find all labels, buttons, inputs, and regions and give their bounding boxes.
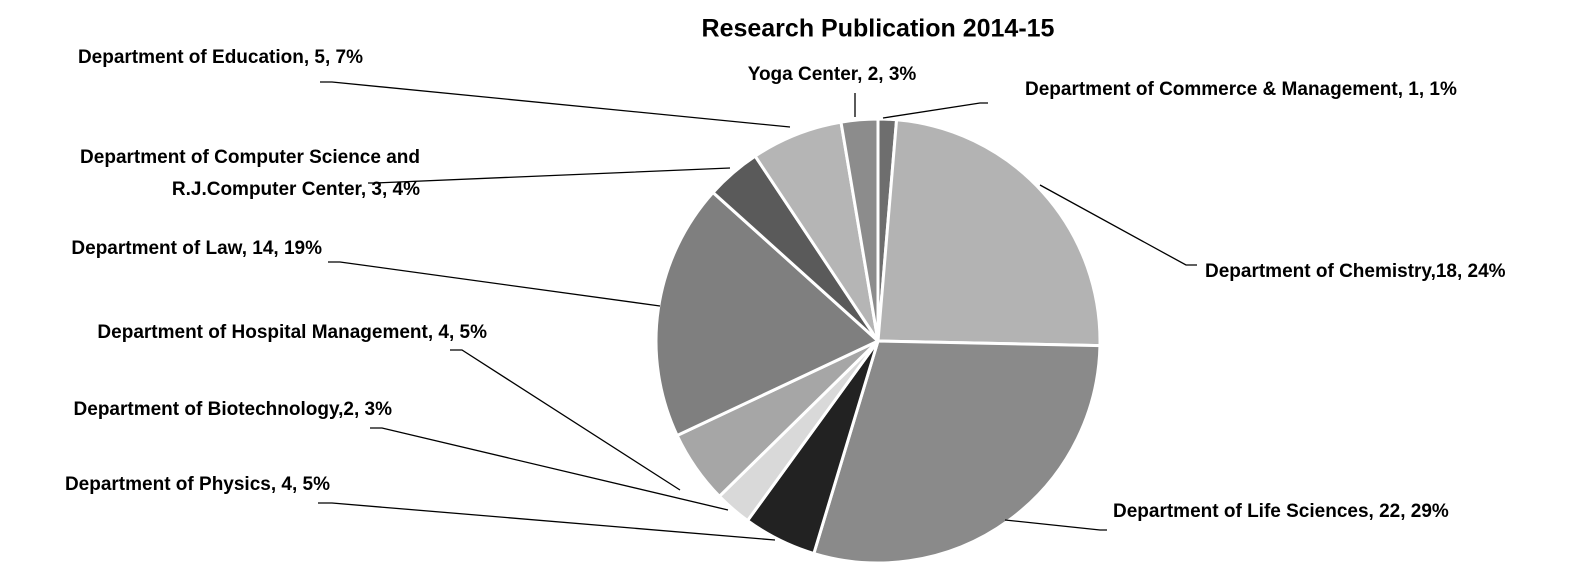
chart-title: Research Publication 2014-15 — [702, 15, 1055, 43]
pie-slice — [839, 117, 880, 342]
data-label: Department of Chemistry,18, 24% — [1205, 261, 1506, 282]
data-label: Department of Physics, 4, 5% — [65, 474, 330, 495]
data-label: Department of Biotechnology,2, 3% — [74, 399, 393, 420]
data-label: Department of Life Sciences, 22, 29% — [1113, 501, 1449, 522]
leader-line — [1004, 519, 1107, 531]
pie-slice — [876, 118, 1102, 348]
data-label: Department of Law, 14, 19% — [71, 238, 322, 259]
leader-line — [1039, 184, 1197, 266]
data-label: Department of Commerce & Management, 1, … — [1025, 79, 1457, 100]
leader-line — [370, 427, 729, 511]
leader-line — [882, 102, 988, 119]
data-label: Yoga Center, 2, 3% — [748, 64, 917, 85]
data-label: Department of Education, 5, 7% — [78, 47, 363, 68]
data-label-line: Department of Computer Science and — [80, 147, 420, 168]
leader-line — [318, 502, 776, 541]
leader-line — [450, 349, 681, 491]
pie-slice — [654, 190, 881, 438]
data-label-line: R.J.Computer Center, 3, 4% — [172, 179, 420, 200]
leader-line — [320, 81, 791, 128]
data-label: Department of Hospital Management, 4, 5% — [97, 322, 487, 343]
data-label: Department of Computer Science and R.J.Co… — [80, 147, 420, 200]
leader-line — [368, 167, 731, 184]
leader-line — [328, 261, 661, 307]
